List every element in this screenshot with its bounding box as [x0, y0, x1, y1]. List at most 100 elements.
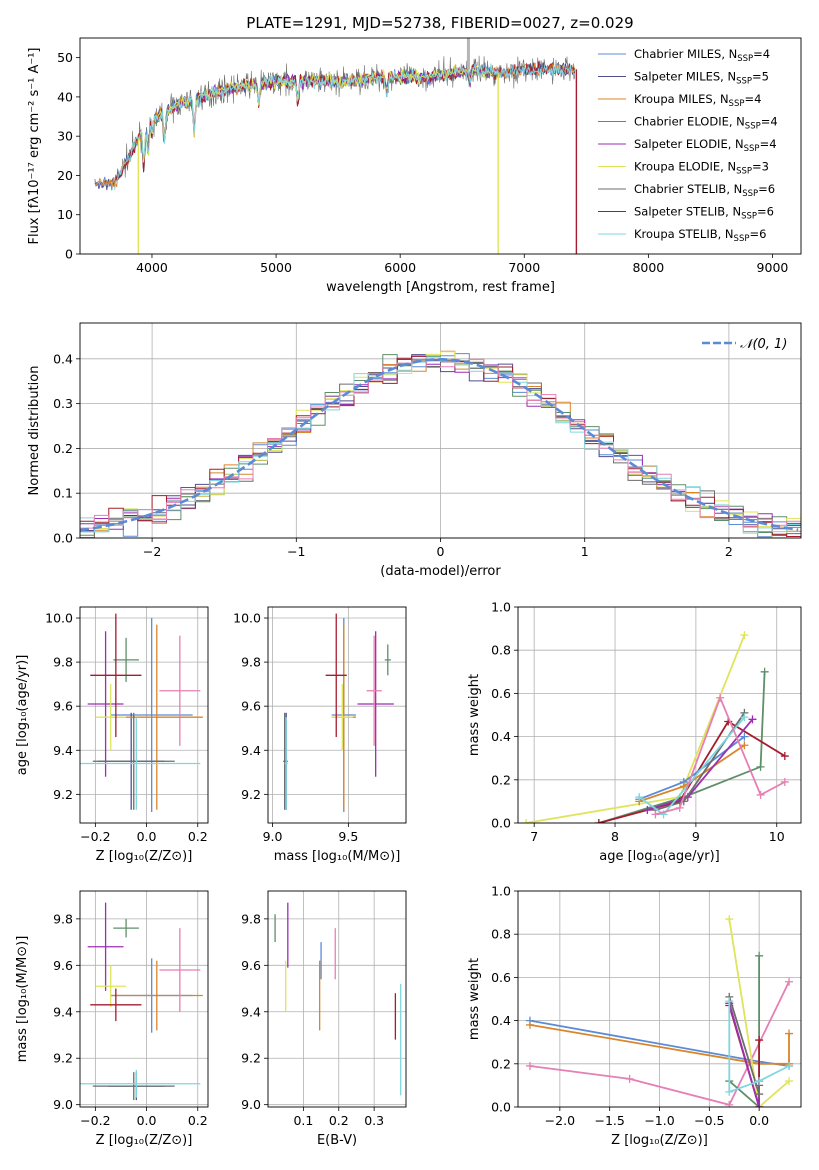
x-tick-label: −0.5 [694, 1113, 724, 1128]
x-axis-label: Z [log₁₀(Z/Z⊙)] [96, 849, 193, 864]
y-tick-label: 9.2 [53, 787, 73, 802]
x-tick-label: 0 [437, 544, 445, 559]
weight-marker [635, 793, 644, 802]
y-tick-label: 9.2 [241, 787, 261, 802]
weight-line-salpeter-stelib [598, 720, 786, 823]
y-tick-label: 0.1 [53, 486, 73, 501]
y-tick-label: 0.4 [53, 351, 73, 366]
errorbar-chabrier-elodie [384, 644, 391, 676]
weight-marker [522, 819, 531, 823]
weight-line-kroupa-stelib [728, 1001, 790, 1094]
x-tick-label: 0.1 [293, 1113, 313, 1128]
legend-label: Salpeter MILES, NSSP=5 [634, 70, 769, 87]
y-axis-label: mass weight [467, 958, 482, 1040]
y-tick-label: 9.0 [241, 1097, 261, 1112]
x-axis-label: E(B-V) [317, 1133, 357, 1148]
x-tick-label: −2 [143, 544, 161, 559]
weight-marker [756, 762, 765, 771]
y-tick-label: 9.8 [53, 655, 73, 670]
panel-weight_vs_Z: −2.0 −1.5 −1.0 −0.5 0.0 0.0 0.2 0.4 0.6 0.8 1.0 Z [… [467, 884, 802, 1148]
y-tick-label: 9.2 [53, 1051, 73, 1066]
x-tick-label: 6000 [384, 260, 416, 275]
errorbar-pink [159, 635, 201, 746]
plot-area [80, 350, 801, 538]
y-tick-label: 0.4 [491, 1013, 511, 1028]
axes-frame [517, 606, 802, 824]
plot-area [80, 613, 203, 812]
errorbar-pink [366, 635, 382, 746]
axes-frame [267, 606, 407, 824]
y-axis-label: Flux [fλ10⁻¹⁷ erg cm⁻² s⁻¹ A⁻¹] [27, 48, 42, 245]
weight-marker [716, 693, 725, 702]
y-axis-label: age [log₁₀(age/yr)] [15, 655, 30, 776]
errorbar-chabrier-miles [110, 618, 193, 812]
y-tick-label: 9.2 [241, 1051, 261, 1066]
panel-age_vs_Z: −0.2 0.0 0.2 9.2 9.4 9.6 9.8 10.0 Z [log₁₀(Z/Z⊙)… [15, 606, 209, 864]
y-axis-label: Normed distribution [27, 366, 42, 496]
weight-marker [740, 741, 749, 750]
weight-marker [755, 1036, 764, 1045]
errorbar-kroupa-stelib [80, 717, 201, 810]
weight-marker [748, 715, 757, 724]
legend-label: Kroupa STELIB, NSSP=6 [634, 227, 766, 244]
weight-marker [760, 667, 769, 676]
y-tick-label: 0.2 [53, 441, 73, 456]
errorbar-salpeter-elodie [87, 631, 124, 777]
y-tick-label: 9.8 [53, 911, 73, 926]
weight-marker [594, 819, 603, 823]
weight-marker [643, 806, 652, 815]
panel-residuals: −2 −1 0 1 2 0.0 0.1 0.2 0.3 0.4 (data-model)/error… [27, 322, 802, 579]
weight-marker [725, 1087, 734, 1096]
y-tick-label: 9.4 [53, 743, 73, 758]
x-tick-label: 9 [692, 829, 700, 844]
weight-marker [780, 752, 789, 761]
histogram-pink [80, 359, 801, 531]
x-tick-label: 0.0 [137, 829, 157, 844]
y-tick-label: 50 [57, 50, 73, 65]
legend-label: Salpeter STELIB, NSSP=6 [634, 205, 774, 222]
weight-marker [740, 713, 749, 722]
plot-area [283, 613, 394, 812]
weight-line-kroupa-elodie [728, 918, 790, 1107]
x-tick-label: 2 [725, 544, 733, 559]
axes-frame [79, 322, 802, 539]
x-axis-label: Z [log₁₀(Z/Z⊙)] [96, 1133, 193, 1148]
legend-label: Kroupa ELODIE, NSSP=3 [634, 160, 769, 177]
y-tick-label: 0 [65, 247, 73, 262]
x-tick-label: 0.0 [749, 1113, 769, 1128]
errorbar-kroupa-stelib [284, 717, 288, 810]
y-tick-label: 0.2 [491, 1056, 511, 1071]
weight-marker [675, 803, 684, 812]
weight-marker [755, 951, 764, 960]
y-tick-label: 1.0 [491, 600, 511, 615]
axes-frame [79, 37, 802, 255]
legend-label: Chabrier MILES, NSSP=4 [634, 47, 770, 64]
errorbar-chabrier-elodie [113, 918, 139, 938]
y-tick-label: 0.6 [491, 970, 511, 985]
x-tick-label: 7000 [508, 260, 540, 275]
x-tick-label: 9000 [757, 260, 789, 275]
y-tick-label: 0.0 [53, 531, 73, 546]
axes-frame [79, 606, 209, 824]
legend-label: Salpeter ELODIE, NSSP=4 [634, 137, 777, 154]
errorbar-salpeter-stelib [325, 613, 347, 738]
y-axis-label: mass [log₁₀(M/M⊙)] [15, 936, 30, 1063]
weight-marker [785, 977, 794, 986]
x-tick-label: −1.5 [594, 1113, 624, 1128]
errorbar-salpeter-elodie [87, 902, 124, 991]
y-tick-label: 9.8 [241, 911, 261, 926]
y-tick-label: 1.0 [491, 884, 511, 899]
y-tick-label: 9.4 [53, 1004, 73, 1019]
y-tick-label: 20 [57, 168, 73, 183]
weight-marker [756, 790, 765, 799]
x-axis-label: wavelength [Angstrom, rest frame] [326, 280, 555, 295]
x-tick-label: −0.2 [80, 829, 110, 844]
axes-frame [517, 890, 802, 1108]
errorbar-salpeter-elodie [357, 631, 394, 777]
spectrum-line-kroupa-elodie [139, 63, 499, 163]
weight-marker [725, 997, 734, 1006]
x-tick-label: 1 [581, 544, 589, 559]
x-tick-label: −2.0 [545, 1113, 575, 1128]
y-tick-label: 0.2 [491, 772, 511, 787]
spectrum-line-kroupa-stelib [114, 63, 575, 190]
